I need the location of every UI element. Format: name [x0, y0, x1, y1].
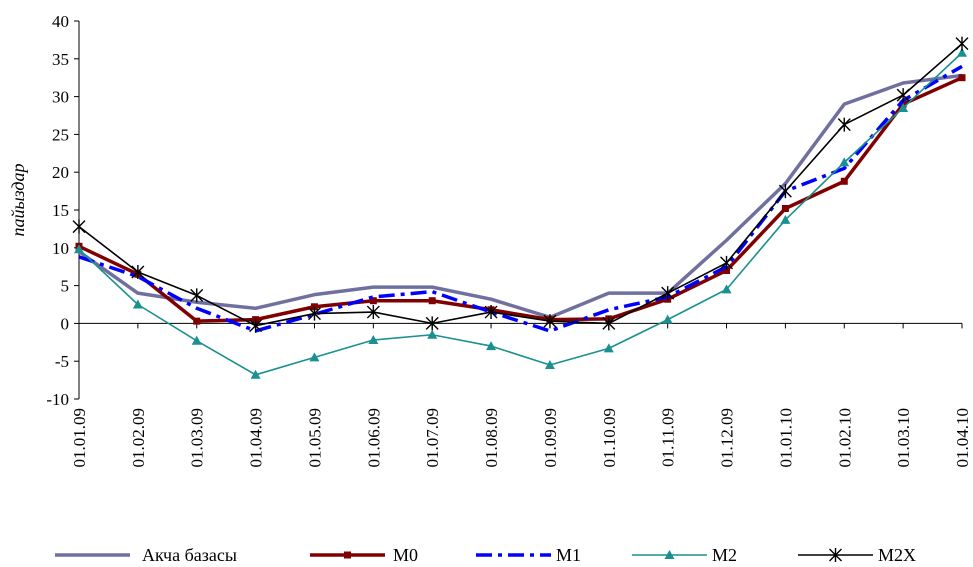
data-point: [723, 266, 731, 274]
y-tick-label: 5: [61, 277, 70, 296]
y-tick-label: 0: [61, 314, 70, 333]
y-axis-label-group: пайыздар: [8, 163, 28, 236]
x-tick-label: 01.11.09: [659, 408, 678, 467]
x-tick-label: 01.02.10: [835, 408, 854, 468]
data-point: [427, 329, 438, 339]
x-tick-label: 01.05.09: [305, 408, 324, 468]
series-M2: [74, 47, 967, 379]
y-tick-label: -10: [46, 390, 69, 409]
data-point: [191, 335, 202, 345]
data-point: [839, 157, 850, 167]
data-point: [778, 184, 792, 199]
data-point: [250, 369, 261, 379]
data-point: [428, 297, 436, 305]
legend-item: M1: [476, 545, 581, 565]
legend-marker: [664, 550, 675, 559]
series-line: [78, 52, 963, 376]
y-tick-label: 20: [52, 163, 69, 182]
data-point: [486, 341, 497, 351]
legend-item: Акча базасы: [55, 545, 237, 565]
legend-marker: [829, 548, 842, 562]
y-tick-labels: -10 -5 0 5 10 15 20 25 30 35 40: [46, 12, 69, 409]
data-point: [898, 102, 909, 112]
data-point: [132, 299, 143, 309]
x-tick-label: 01.04.09: [247, 408, 266, 468]
series-line: [78, 64, 963, 333]
data-point: [484, 305, 498, 320]
legend-marker: [344, 551, 351, 559]
x-tick-label: 01.01.09: [70, 408, 89, 468]
series-M2X: [72, 36, 969, 333]
data-point: [131, 264, 145, 279]
x-tick-label: 01.04.10: [953, 408, 972, 468]
series-lines: [72, 36, 969, 379]
x-tick-label: 01.06.09: [364, 408, 383, 468]
data-point: [366, 305, 380, 320]
data-point: [309, 352, 320, 362]
legend-label: M2: [712, 545, 737, 565]
data-point: [307, 306, 321, 321]
data-point: [544, 359, 555, 369]
axes: [74, 20, 963, 400]
data-point: [720, 255, 734, 270]
data-point: [662, 314, 673, 324]
series-M1: [78, 64, 963, 333]
data-point: [781, 204, 789, 212]
legend-label: M0: [393, 545, 418, 565]
y-tick-label: 25: [52, 125, 69, 144]
x-tick-label: 01.12.09: [718, 408, 737, 468]
data-point: [837, 117, 851, 132]
data-point: [368, 335, 379, 345]
series-line: [77, 73, 963, 320]
data-point: [249, 318, 263, 333]
series-line: [78, 76, 963, 323]
data-point: [661, 286, 675, 301]
data-point: [543, 314, 557, 329]
data-point: [72, 219, 86, 234]
series-Акча базасы: [77, 73, 963, 320]
data-point: [780, 214, 791, 224]
y-tick-label: 40: [52, 12, 69, 31]
data-point: [602, 316, 616, 331]
data-point: [957, 47, 967, 57]
legend-label: M2X: [878, 545, 916, 565]
data-point: [955, 36, 969, 51]
data-point: [603, 343, 614, 353]
x-tick-label: 01.02.09: [129, 408, 148, 468]
data-point: [193, 317, 201, 325]
data-point: [721, 284, 732, 294]
legend: Акча базасы M0 M1 M2 M2X: [55, 545, 916, 565]
y-tick-label: 10: [52, 239, 69, 258]
data-point: [190, 288, 204, 303]
y-tick-label: -5: [55, 352, 69, 371]
x-tick-label: 01.03.10: [894, 408, 913, 468]
x-tick-label: 01.03.09: [188, 408, 207, 468]
legend-label: M1: [556, 545, 581, 565]
series-M0: [75, 74, 966, 325]
series-line: [78, 43, 963, 327]
x-tick-labels: 01.01.09 01.02.09 01.03.09 01.04.09 01.05.09…: [70, 408, 972, 468]
legend-label: Акча базасы: [142, 545, 237, 565]
data-point: [958, 74, 966, 82]
data-point: [74, 244, 84, 254]
x-tick-label: 01.01.10: [776, 408, 795, 468]
legend-item: M2X: [798, 545, 916, 565]
y-tick-label: 35: [52, 50, 69, 69]
data-point: [840, 177, 848, 185]
x-tick-label: 01.09.09: [541, 408, 560, 468]
data-point: [425, 316, 439, 331]
y-axis-label: пайыздар: [8, 163, 28, 236]
x-tick-label: 01.10.09: [600, 408, 619, 468]
y-tick-label: 15: [52, 201, 69, 220]
legend-item: M0: [310, 545, 418, 565]
data-point: [369, 297, 377, 305]
x-tick-label: 01.07.09: [423, 408, 442, 468]
legend-item: M2: [632, 545, 737, 565]
x-tick-label: 01.08.09: [482, 408, 501, 468]
data-point: [896, 88, 910, 103]
y-tick-label: 30: [52, 88, 69, 107]
